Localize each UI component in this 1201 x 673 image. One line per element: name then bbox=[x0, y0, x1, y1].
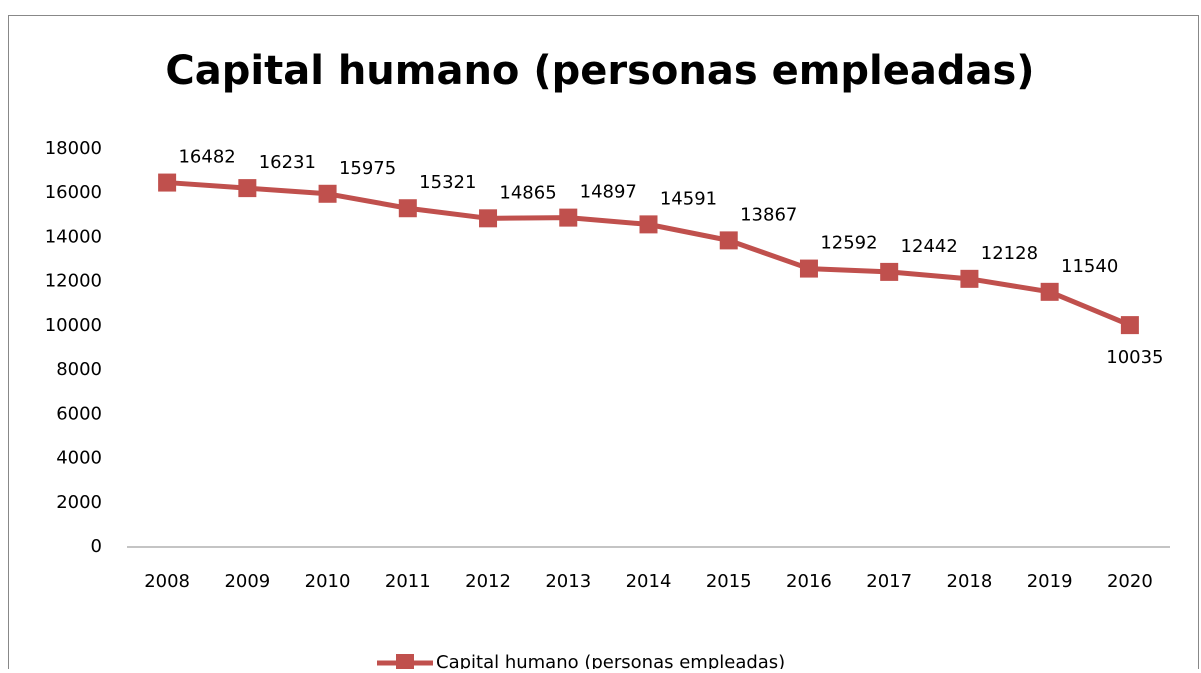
x-tick-label: 2012 bbox=[465, 571, 511, 592]
data-label: 10035 bbox=[1106, 347, 1163, 368]
y-tick-label: 6000 bbox=[56, 403, 102, 424]
point-marker bbox=[479, 209, 498, 228]
x-tick-label: 2020 bbox=[1107, 571, 1153, 592]
legend-label: Capital humano (personas empleadas) bbox=[436, 652, 785, 669]
point-marker bbox=[559, 208, 578, 227]
point-marker bbox=[639, 215, 658, 234]
x-tick-label: 2018 bbox=[947, 571, 993, 592]
legend-marker bbox=[396, 654, 414, 672]
point-marker bbox=[719, 231, 738, 250]
data-label: 14865 bbox=[499, 182, 556, 203]
point-marker bbox=[158, 173, 177, 192]
point-marker bbox=[1040, 282, 1059, 301]
x-tick-label: 2014 bbox=[626, 571, 672, 592]
data-label: 15975 bbox=[339, 158, 396, 179]
data-label: 14897 bbox=[580, 182, 637, 203]
x-tick-label: 2019 bbox=[1027, 571, 1073, 592]
point-marker bbox=[398, 199, 417, 218]
y-tick-label: 8000 bbox=[56, 359, 102, 380]
point-marker bbox=[880, 262, 899, 281]
y-tick-label: 18000 bbox=[45, 138, 102, 159]
y-tick-label: 4000 bbox=[56, 448, 102, 469]
x-tick-label: 2010 bbox=[305, 571, 351, 592]
point-marker bbox=[238, 179, 257, 198]
x-tick-label: 2017 bbox=[866, 571, 912, 592]
data-label: 12442 bbox=[901, 236, 958, 257]
y-tick-label: 14000 bbox=[45, 226, 102, 247]
point-marker bbox=[960, 269, 979, 288]
y-tick-label: 0 bbox=[91, 536, 102, 557]
x-tick-label: 2013 bbox=[545, 571, 591, 592]
data-label: 12128 bbox=[981, 243, 1038, 264]
y-tick-label: 12000 bbox=[45, 271, 102, 292]
data-label: 16231 bbox=[259, 152, 316, 173]
data-label: 14591 bbox=[660, 188, 717, 209]
y-tick-label: 10000 bbox=[45, 315, 102, 336]
chart-title: Capital humano (personas empleadas) bbox=[165, 48, 1034, 94]
x-tick-label: 2009 bbox=[224, 571, 270, 592]
x-tick-label: 2015 bbox=[706, 571, 752, 592]
x-tick-label: 2008 bbox=[144, 571, 190, 592]
point-marker bbox=[1120, 316, 1139, 335]
data-label: 11540 bbox=[1061, 256, 1118, 277]
x-tick-label: 2016 bbox=[786, 571, 832, 592]
y-tick-label: 2000 bbox=[56, 492, 102, 513]
point-marker bbox=[318, 184, 337, 203]
data-label: 16482 bbox=[178, 147, 235, 168]
chart-border bbox=[8, 15, 1199, 673]
data-label: 12592 bbox=[820, 233, 877, 254]
data-label: 13867 bbox=[740, 204, 797, 225]
y-tick-label: 16000 bbox=[45, 182, 102, 203]
data-label: 15321 bbox=[419, 172, 476, 193]
point-marker bbox=[799, 259, 818, 278]
x-tick-label: 2011 bbox=[385, 571, 431, 592]
